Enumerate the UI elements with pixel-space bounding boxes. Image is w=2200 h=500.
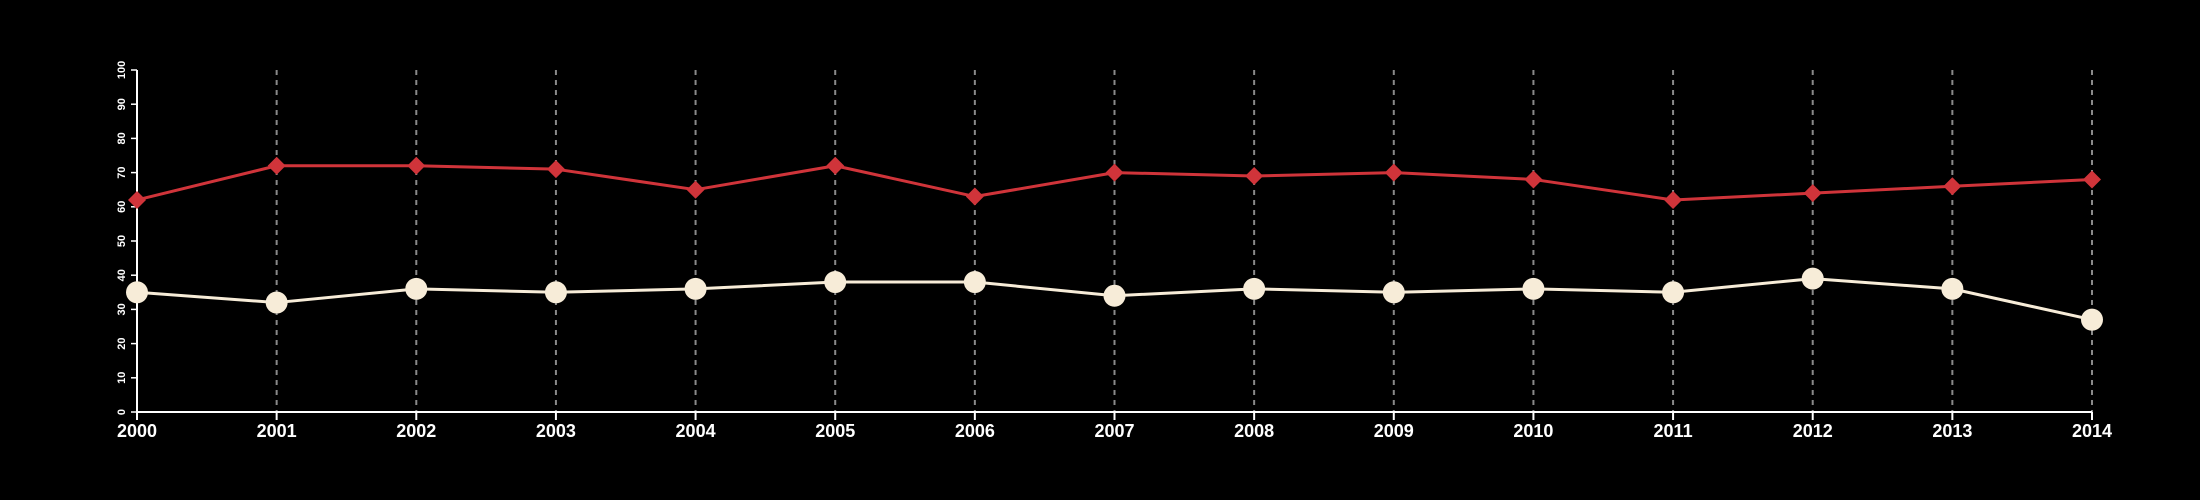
- series-1-point-2001: [267, 156, 286, 175]
- x-tick-label-2012: 2012: [1793, 421, 1833, 441]
- y-tick-label-60: 60: [116, 201, 128, 213]
- y-tick-label-0: 0: [116, 409, 128, 415]
- series-2-point-2001: [265, 291, 288, 314]
- series-1-point-2010: [1524, 170, 1543, 189]
- series-1-point-2014: [2083, 170, 2101, 189]
- axis-layer: 0 10 20 30 40 50 60 70 80 90 100 2000 2001 2002 2003 20…: [116, 61, 2112, 441]
- series-2-point-2009: [1382, 281, 1405, 304]
- series-1-point-2003: [546, 160, 565, 179]
- series-2-point-2006: [963, 271, 986, 294]
- x-tick-label-2006: 2006: [955, 421, 995, 441]
- y-tick-label-10: 10: [116, 372, 128, 384]
- x-tick-label-2003: 2003: [536, 421, 576, 441]
- series-1-point-2011: [1664, 190, 1683, 209]
- series-1-point-2008: [1245, 167, 1264, 186]
- x-tick-label-2008: 2008: [1234, 421, 1274, 441]
- x-tick-label-2009: 2009: [1374, 421, 1414, 441]
- x-tick-label-2000: 2000: [117, 421, 157, 441]
- series-2-point-2007: [1103, 284, 1126, 307]
- x-tick-label-2010: 2010: [1513, 421, 1553, 441]
- x-tick-label-2005: 2005: [815, 421, 855, 441]
- series-2-point-2014: [2081, 308, 2103, 331]
- y-tick-label-30: 30: [116, 303, 128, 315]
- series-2-point-2000: [126, 281, 148, 304]
- y-tick-label-90: 90: [116, 98, 128, 110]
- y-tick-label-20: 20: [116, 337, 128, 349]
- series-2-point-2004: [684, 277, 707, 300]
- series-1-point-2005: [826, 156, 845, 175]
- x-tick-label-2004: 2004: [676, 421, 716, 441]
- grid-layer: [275, 70, 2093, 412]
- marker-layer: [126, 156, 2103, 331]
- y-tick-label-40: 40: [116, 269, 128, 281]
- series-1-point-2002: [407, 156, 426, 175]
- y-tick-label-100: 100: [116, 61, 128, 79]
- series-2-point-2002: [405, 277, 428, 300]
- series-1-point-2013: [1943, 177, 1962, 196]
- x-tick-label-2014: 2014: [2072, 421, 2112, 441]
- x-tick-label-2007: 2007: [1094, 421, 1134, 441]
- series-2-point-2005: [824, 271, 847, 294]
- series-2-point-2012: [1801, 267, 1824, 290]
- series-1-point-2009: [1384, 163, 1403, 182]
- y-tick-label-80: 80: [116, 132, 128, 144]
- series-2-point-2003: [544, 281, 567, 304]
- series-2-point-2008: [1243, 277, 1266, 300]
- series-1-point-2006: [965, 187, 984, 206]
- x-tick-label-2001: 2001: [257, 421, 297, 441]
- series-2-point-2010: [1522, 277, 1545, 300]
- x-tick-label-2011: 2011: [1654, 421, 1693, 441]
- y-tick-label-50: 50: [116, 235, 128, 247]
- series-2-point-2013: [1941, 277, 1964, 300]
- series-2-point-2011: [1662, 281, 1685, 304]
- series-1-point-2000: [128, 190, 146, 209]
- series-1-point-2004: [686, 180, 705, 199]
- y-tick-label-70: 70: [116, 166, 128, 178]
- x-tick-label-2013: 2013: [1932, 421, 1972, 441]
- series-1-point-2012: [1803, 184, 1822, 203]
- x-tick-label-2002: 2002: [396, 421, 436, 441]
- series-1-point-2007: [1105, 163, 1124, 182]
